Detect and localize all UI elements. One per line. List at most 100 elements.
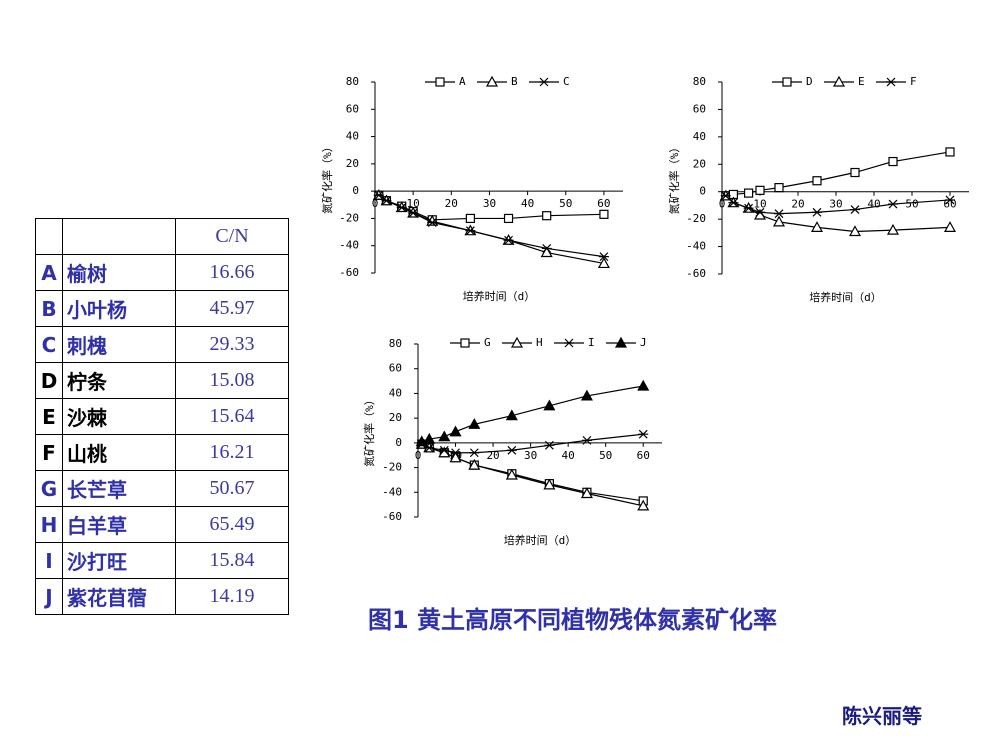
y-tick-label: 60: [346, 102, 359, 115]
x-tick-label: 60: [597, 197, 610, 210]
y-tick-label: 80: [693, 75, 706, 88]
table-row: D 柠条 15.08: [35, 362, 289, 399]
marker: [438, 430, 451, 442]
y-axis-label: 氮矿化率（%）: [667, 142, 681, 215]
marker: [782, 77, 792, 87]
marker: [812, 207, 822, 217]
y-tick-label: 0: [395, 436, 402, 449]
legend-label: C: [563, 75, 570, 88]
x-tick-label: 0: [372, 197, 379, 210]
x-axis-label: 培养时间（d）: [463, 289, 536, 303]
marker: [539, 77, 549, 87]
y-axis-label: 氮矿化率（%）: [320, 141, 334, 214]
marker: [435, 77, 445, 87]
marker: [541, 244, 552, 253]
row-letter: E: [35, 398, 63, 435]
y-tick-label: -60: [339, 266, 359, 279]
marker: [599, 209, 609, 219]
marker: [832, 75, 846, 87]
marker: [943, 221, 957, 232]
row-letter: B: [35, 290, 63, 327]
marker: [597, 257, 610, 269]
marker: [888, 156, 898, 167]
x-tick-label: 40: [562, 449, 575, 462]
marker: [449, 451, 462, 463]
marker: [543, 478, 556, 490]
marker: [888, 199, 898, 209]
y-tick-label: 0: [699, 185, 706, 198]
marker: [469, 448, 480, 458]
plant-name: 长芒草: [62, 470, 176, 507]
marker: [720, 191, 731, 201]
plant-name: 白羊草: [62, 506, 176, 543]
marker: [812, 176, 822, 186]
marker: [373, 190, 384, 200]
y-tick-label: 40: [693, 130, 706, 143]
x-tick-label: 10: [753, 198, 766, 211]
legend-label: I: [588, 336, 595, 349]
row-letter: D: [35, 362, 63, 399]
y-tick-label: 40: [389, 386, 402, 399]
marker: [945, 147, 955, 157]
marker: [423, 432, 436, 444]
marker: [614, 336, 628, 348]
y-tick-label: -40: [339, 239, 359, 252]
marker: [598, 252, 609, 262]
marker: [743, 188, 754, 198]
table-row: E 沙棘 15.64: [35, 398, 289, 435]
marker: [544, 440, 555, 450]
cn-value: 15.08: [175, 362, 289, 399]
x-tick-label: 60: [637, 449, 650, 462]
marker: [810, 221, 824, 232]
y-tick-label: 20: [389, 411, 402, 424]
plant-name: 紫花苜蓿: [62, 578, 176, 615]
marker: [743, 203, 754, 213]
cn-value: 50.67: [175, 470, 289, 507]
marker: [564, 338, 574, 348]
cn-table: C/N A 榆树 16.66 B 小叶杨 45.97 C 刺槐 29.33 D 柠条 15.08 E 沙棘 1…: [35, 218, 289, 615]
x-tick-label: 20: [791, 198, 804, 211]
marker: [638, 429, 649, 439]
marker: [506, 445, 517, 455]
x-tick-label: 20: [445, 197, 458, 210]
marker: [503, 213, 514, 224]
marker: [543, 399, 556, 411]
marker: [850, 167, 860, 178]
cn-value: 15.64: [175, 398, 289, 435]
row-letter: I: [35, 542, 63, 579]
table-row: H 白羊草 65.49: [35, 506, 289, 543]
x-tick-label: 60: [943, 198, 956, 211]
marker: [581, 435, 592, 445]
marker: [505, 468, 518, 480]
marker: [774, 209, 784, 219]
plant-name: 榆树: [62, 254, 176, 291]
table-row: J 紫花苜蓿 14.19: [35, 578, 289, 615]
table-row: F 山桃 16.21: [35, 434, 289, 471]
marker: [465, 213, 475, 224]
marker: [439, 445, 450, 455]
marker: [580, 389, 593, 401]
caption: 图1 黄土高原不同植物残体氮素矿化率: [368, 606, 778, 634]
y-tick-label: -20: [339, 211, 359, 224]
marker: [886, 77, 896, 87]
legend-label: A: [459, 75, 466, 88]
marker: [450, 448, 461, 458]
y-tick-label: -40: [686, 240, 706, 253]
marker: [637, 499, 650, 511]
x-tick-label: 50: [559, 197, 572, 210]
y-tick-label: 0: [352, 184, 359, 197]
x-tick-label: 0: [415, 449, 422, 462]
marker: [755, 207, 765, 217]
marker: [772, 215, 786, 227]
row-letter: J: [35, 578, 63, 615]
x-tick-label: 30: [524, 449, 537, 462]
legend-label: G: [484, 336, 491, 349]
row-letter: H: [35, 506, 63, 543]
y-tick-label: -40: [382, 485, 402, 498]
marker: [449, 425, 462, 437]
x-tick-label: 40: [867, 198, 880, 211]
plant-name: 沙棘: [62, 398, 176, 435]
marker: [540, 246, 553, 258]
cn-value: 29.33: [175, 326, 289, 363]
